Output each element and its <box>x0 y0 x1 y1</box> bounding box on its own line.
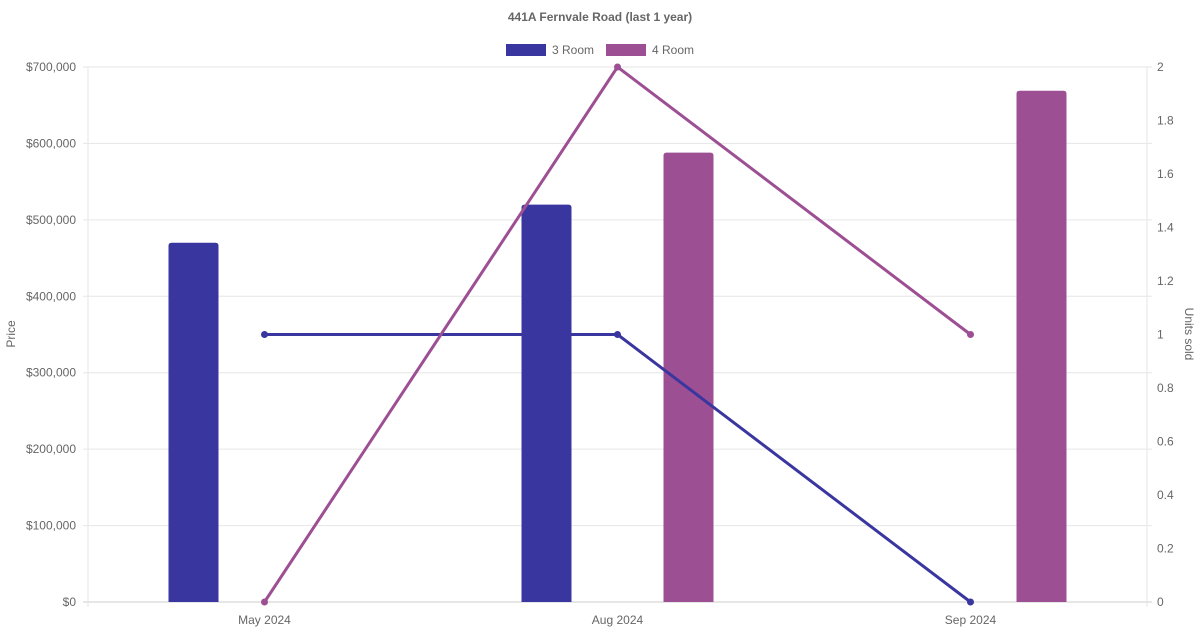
x-axis: May 2024 Aug 2024 Sep 2024 <box>238 613 996 627</box>
legend: 3 Room 4 Room <box>506 43 694 57</box>
left-tick-label: $300,000 <box>26 366 76 380</box>
lines <box>261 63 974 606</box>
left-axis: $0 $100,000 $200,000 $300,000 $400,000 $500,0… <box>26 60 76 609</box>
grid <box>83 66 1152 607</box>
right-tick-label: 0 <box>1157 595 1164 609</box>
right-tick-label: 2 <box>1157 60 1164 74</box>
right-tick-label: 1.8 <box>1157 114 1174 128</box>
point-4-room <box>261 598 268 606</box>
right-tick-label: 0.2 <box>1157 542 1174 556</box>
line-3-room <box>264 333 972 604</box>
left-tick-label: $0 <box>63 595 77 609</box>
bar-3-room <box>168 242 219 603</box>
left-tick-label: $100,000 <box>26 519 76 533</box>
right-axis: 0 0.2 0.4 0.6 0.8 1 1.2 1.4 1.6 1.8 2 <box>1157 60 1174 609</box>
bar-4-room <box>1016 90 1067 602</box>
point-4-room <box>614 63 621 71</box>
left-tick-label: $400,000 <box>26 289 76 303</box>
right-axis-title: Units sold <box>1182 308 1196 361</box>
legend-label: 3 Room <box>552 43 594 57</box>
legend-swatch <box>606 44 646 56</box>
bar-3-room <box>521 204 572 603</box>
right-tick-label: 0.8 <box>1157 381 1174 395</box>
x-tick-label: Sep 2024 <box>945 613 997 627</box>
right-tick-label: 0.6 <box>1157 435 1174 449</box>
legend-swatch <box>506 44 546 56</box>
right-tick-label: 1.4 <box>1157 221 1174 235</box>
point-3-room <box>261 331 268 338</box>
point-3-room <box>967 598 974 606</box>
bar-4-room <box>663 152 714 602</box>
left-axis-title: Price <box>4 320 18 348</box>
right-tick-label: 0.4 <box>1157 488 1174 502</box>
x-tick-label: May 2024 <box>238 613 291 627</box>
chart-title: 441A Fernvale Road (last 1 year) <box>508 10 692 24</box>
left-tick-label: $700,000 <box>26 60 76 74</box>
bars <box>168 90 1067 603</box>
left-tick-label: $200,000 <box>26 442 76 456</box>
point-3-room <box>614 331 621 338</box>
left-tick-label: $500,000 <box>26 213 76 227</box>
right-tick-label: 1 <box>1157 328 1164 342</box>
right-tick-label: 1.6 <box>1157 167 1174 181</box>
x-tick-label: Aug 2024 <box>592 613 644 627</box>
point-4-room <box>967 331 974 338</box>
legend-label: 4 Room <box>652 43 694 57</box>
right-tick-label: 1.2 <box>1157 274 1174 288</box>
left-tick-label: $600,000 <box>26 136 76 150</box>
